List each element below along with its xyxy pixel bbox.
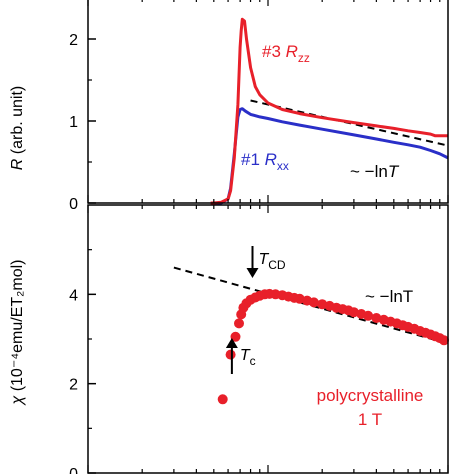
annotation-tcd-label: TCD — [258, 251, 285, 272]
data-point — [225, 349, 236, 360]
series-label-rzz: #3 Rzz — [262, 42, 310, 65]
data-point — [230, 331, 241, 342]
annotation-tc-label: Tc — [240, 347, 256, 368]
top-fit-label: ~ −lnT — [350, 162, 400, 181]
series-line-rzz — [210, 17, 448, 205]
legend-line-2: 1 T — [358, 410, 382, 429]
bottom-ytick-label: 2 — [69, 377, 78, 394]
top-curves — [210, 17, 449, 205]
label-prefix: #1 — [241, 150, 265, 169]
data-point — [363, 310, 374, 321]
label-symbol: R — [265, 150, 277, 169]
data-point — [308, 297, 319, 308]
annotation-tc-arrow-head — [225, 338, 238, 348]
bottom-ticks: 024110100 — [69, 205, 449, 474]
annotation-tcd-label-main: T — [258, 251, 269, 268]
top-ytick-label: 1 — [69, 114, 78, 131]
series-label-rxx: #1 Rxx — [241, 150, 289, 173]
annotation-tcd-label-sub: CD — [268, 258, 286, 272]
bottom-fit-label: ~ −lnT — [365, 287, 413, 306]
label-symbol: R — [286, 42, 298, 61]
top-ticks: 0 1 2 — [69, 0, 449, 213]
annotation-tc-label-main: T — [240, 347, 251, 364]
fit-label-text: ~ −ln — [350, 162, 388, 181]
annotation-tc-label-sub: c — [250, 354, 256, 368]
legend-line-1: polycrystalline — [317, 386, 424, 405]
bottom-ylabel-symbol: χ — [9, 395, 26, 406]
data-point — [234, 318, 244, 329]
top-panel: 0 1 2 R (arb. unit) #3 Rzz #1 Rxx ~ −lnT — [9, 0, 449, 213]
bottom-ylabel-rest: (10⁻⁴emu/ET₂mol) — [9, 260, 26, 396]
top-ylabel: R (arb. unit) — [9, 86, 26, 170]
top-ylabel-symbol: R — [9, 158, 26, 170]
label-prefix: #3 — [262, 42, 286, 61]
label-subscript: zz — [298, 51, 310, 65]
data-point — [217, 394, 228, 405]
top-ytick-label: 2 — [69, 32, 78, 49]
data-point — [439, 335, 449, 346]
bottom-ytick-label: 0 — [69, 466, 78, 474]
top-ytick-label: 0 — [69, 196, 78, 213]
fit-label-T: T — [388, 162, 400, 181]
label-subscript: xx — [277, 159, 289, 173]
bottom-ylabel: χ (10⁻⁴emu/ET₂mol) — [9, 260, 26, 407]
annotation-tcd-arrow-head — [246, 268, 259, 278]
top-ylabel-rest: (arb. unit) — [9, 86, 26, 159]
bottom-plot-frame — [87, 204, 449, 474]
bottom-ytick-label: 4 — [69, 287, 78, 304]
